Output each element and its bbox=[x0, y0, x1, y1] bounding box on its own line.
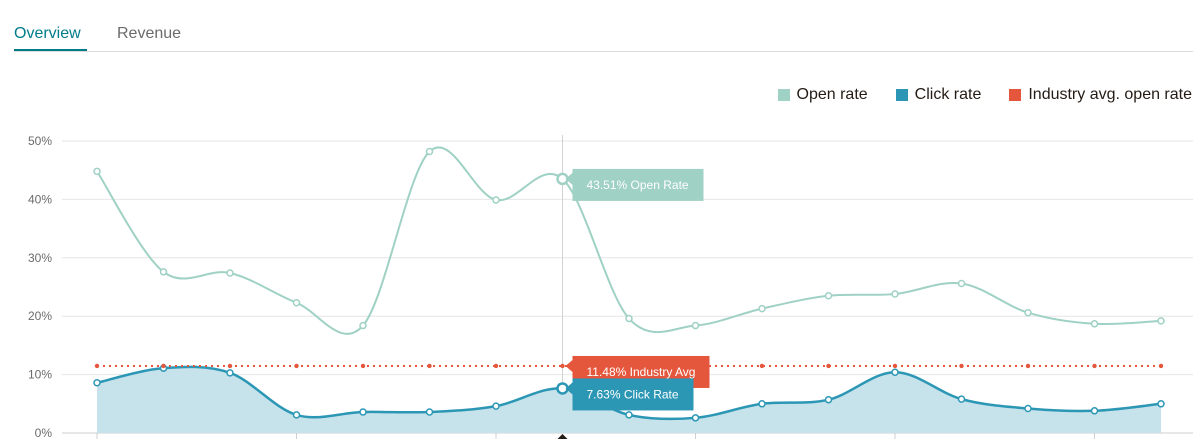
legend-swatch-industry-avg bbox=[1009, 89, 1022, 101]
data-point-industry-avg-open-rate bbox=[560, 363, 565, 369]
hover-marker bbox=[557, 434, 568, 439]
data-point-open-rate bbox=[957, 279, 966, 288]
tooltip-click-rate: 7.63% Click Rate bbox=[565, 378, 694, 411]
data-point-click-rate bbox=[359, 408, 367, 416]
tab-bar: Overview Revenue bbox=[0, 0, 1193, 52]
data-point-industry-avg-open-rate bbox=[94, 363, 100, 369]
data-point-open-rate bbox=[425, 147, 434, 156]
data-point-open-rate bbox=[1157, 317, 1165, 325]
legend-label-industry-avg: Industry avg. open rate bbox=[1028, 86, 1192, 103]
data-point-click-rate bbox=[691, 414, 700, 422]
tab-overview[interactable]: Overview bbox=[14, 25, 81, 42]
data-point-industry-avg-open-rate bbox=[826, 363, 831, 369]
chart-legend: Open rate Click rate Industry avg. open … bbox=[777, 86, 1192, 104]
data-point-click-rate bbox=[891, 368, 899, 377]
data-point-open-rate bbox=[824, 292, 833, 300]
legend-swatch-open-rate bbox=[777, 89, 790, 101]
data-point-industry-avg-open-rate bbox=[427, 363, 432, 369]
data-point-open-rate bbox=[159, 268, 168, 276]
data-point-industry-avg-open-rate bbox=[360, 363, 366, 369]
tooltip-text: 7.63% Click Rate bbox=[587, 387, 679, 401]
tooltip-open-rate: 43.51% Open Rate bbox=[565, 168, 704, 201]
data-point-industry-avg-open-rate bbox=[1158, 363, 1164, 369]
data-point-click-rate bbox=[957, 395, 966, 403]
tooltip-box bbox=[572, 378, 694, 411]
data-point-click-rate bbox=[758, 400, 766, 408]
legend-item-open-rate[interactable]: Open rate bbox=[777, 86, 868, 104]
data-point-open-rate bbox=[625, 314, 633, 323]
data-point-click-rate bbox=[824, 395, 833, 404]
legend-item-industry-avg[interactable]: Industry avg. open rate bbox=[1009, 86, 1192, 104]
y-tick-label: 20% bbox=[28, 309, 52, 323]
tab-divider bbox=[14, 51, 1193, 52]
data-point-open-rate bbox=[758, 304, 766, 313]
data-point-click-rate bbox=[625, 411, 633, 419]
legend-swatch-click-rate bbox=[895, 89, 908, 101]
tooltip-pointer bbox=[565, 172, 573, 185]
active-tab-indicator bbox=[14, 49, 87, 51]
series-area-click-rate bbox=[97, 366, 1161, 433]
y-tick-label: 40% bbox=[28, 192, 52, 206]
data-point-click-rate bbox=[226, 369, 234, 377]
data-point-open-rate bbox=[1024, 308, 1032, 317]
data-point-open-rate bbox=[891, 290, 899, 298]
data-point-industry-avg-open-rate bbox=[759, 363, 765, 369]
data-point-industry-avg-open-rate bbox=[892, 363, 898, 369]
tab-revenue[interactable]: Revenue bbox=[117, 25, 182, 42]
data-point-click-rate bbox=[492, 402, 500, 410]
y-tick-label: 10% bbox=[28, 368, 52, 382]
y-tick-label: 50% bbox=[28, 134, 52, 148]
legend-label-open-rate: Open rate bbox=[796, 86, 868, 103]
data-point-open-rate bbox=[93, 167, 101, 176]
tooltip-box bbox=[572, 168, 704, 201]
data-point-industry-avg-open-rate bbox=[161, 363, 166, 369]
legend-label-click-rate: Click rate bbox=[914, 86, 982, 103]
data-point-open-rate bbox=[226, 269, 234, 277]
data-point-industry-avg-open-rate bbox=[294, 363, 299, 369]
data-point-click-rate bbox=[1090, 407, 1099, 415]
tooltip-pointer bbox=[565, 359, 573, 372]
data-point-open-rate bbox=[691, 321, 700, 330]
y-tick-label: 0% bbox=[35, 426, 53, 439]
tooltip-text: 11.48% Industry Avg bbox=[587, 365, 696, 379]
data-point-click-rate bbox=[93, 379, 101, 387]
y-tick-label: 30% bbox=[28, 251, 52, 265]
data-point-click-rate bbox=[1157, 400, 1165, 408]
data-point-industry-avg-open-rate bbox=[227, 363, 233, 369]
data-point-industry-avg-open-rate bbox=[1025, 363, 1031, 369]
legend-item-click-rate[interactable]: Click rate bbox=[895, 86, 982, 104]
data-point-click-rate bbox=[1024, 404, 1032, 413]
data-point-click-rate bbox=[425, 408, 434, 416]
data-point-industry-avg-open-rate bbox=[959, 363, 964, 369]
data-point-industry-avg-open-rate bbox=[493, 363, 499, 369]
data-point-open-rate bbox=[292, 299, 301, 307]
data-point-industry-avg-open-rate bbox=[1092, 363, 1097, 369]
data-point-click-rate bbox=[292, 411, 301, 419]
tooltip-text: 43.51% Open Rate bbox=[587, 178, 689, 192]
data-point-open-rate bbox=[359, 321, 367, 330]
data-point-open-rate bbox=[1090, 320, 1099, 328]
tooltip-pointer bbox=[565, 382, 573, 395]
data-point-open-rate bbox=[492, 196, 500, 204]
